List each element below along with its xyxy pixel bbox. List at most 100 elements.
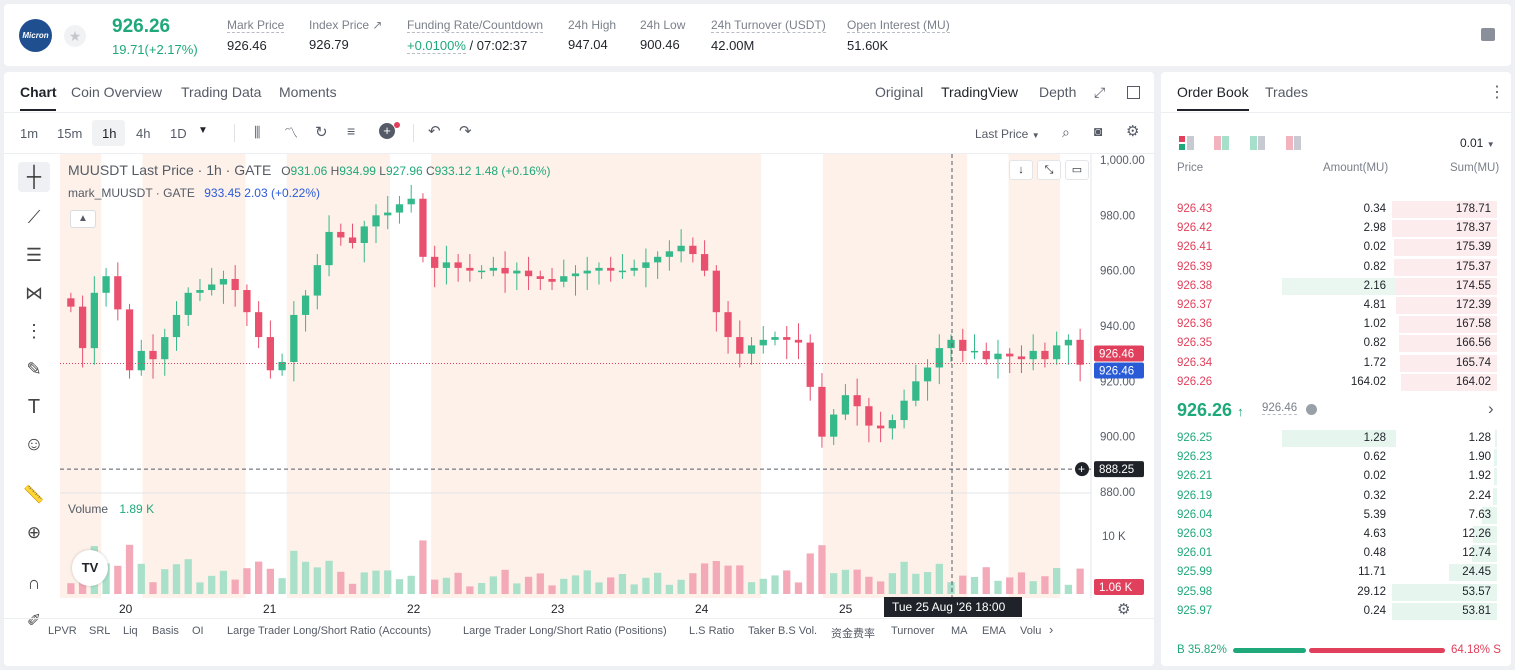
chart-control-fullscreen[interactable]: ▭ <box>1065 160 1089 180</box>
tab-chart[interactable]: Chart <box>20 84 57 100</box>
candle-body <box>348 237 357 243</box>
row-price: 926.23 <box>1177 451 1213 464</box>
text-tool-icon[interactable]: T <box>27 395 41 418</box>
indicator-funding[interactable]: 资金费率 <box>831 628 875 640</box>
indicator-ma[interactable]: MA <box>951 625 968 637</box>
trendline-tool-icon[interactable]: ⟋ <box>27 206 41 227</box>
interval-15m[interactable]: 15m <box>57 126 83 141</box>
redo-icon[interactable]: ↷ <box>459 123 472 140</box>
interval-dropdown-icon[interactable]: ▼ <box>198 125 208 136</box>
settings-gear-icon[interactable]: ⚙ <box>1126 123 1140 140</box>
layout-asks-icon[interactable] <box>1286 136 1301 150</box>
bid-row[interactable]: 926.23 0.62 1.90 <box>1161 448 1501 467</box>
indicator-oi[interactable]: OI <box>192 625 204 637</box>
interval-1h[interactable]: 1h <box>102 126 117 141</box>
row-sum: 1.28 <box>1468 432 1491 444</box>
interval-1h-bg <box>92 120 125 146</box>
ask-row[interactable]: 926.38 2.16 174.55 <box>1161 277 1501 296</box>
indicator-taker-vol[interactable]: Taker B.S Vol. <box>748 625 818 637</box>
indicator-ls-ratio[interactable]: L.S Ratio <box>689 625 735 637</box>
ask-row[interactable]: 926.34 1.72 165.74 <box>1161 354 1501 373</box>
bid-row[interactable]: 926.03 4.63 12.26 <box>1161 525 1501 544</box>
layout-both-icon[interactable] <box>1179 136 1194 150</box>
layout-split-icon[interactable] <box>1214 136 1229 150</box>
view-depth[interactable]: Depth <box>1039 84 1077 100</box>
layout-bids-icon[interactable] <box>1250 136 1265 150</box>
indicator-srl[interactable]: SRL <box>89 625 111 637</box>
tab-order-book[interactable]: Order Book <box>1177 84 1249 100</box>
view-original[interactable]: Original <box>875 84 924 100</box>
favorite-star-icon[interactable]: ★ <box>64 25 86 47</box>
time-settings-icon[interactable]: ⚙ <box>1117 601 1131 618</box>
interval-4h[interactable]: 4h <box>136 126 151 141</box>
ask-row[interactable]: 926.35 0.82 166.56 <box>1161 334 1501 353</box>
templates-icon[interactable]: ≡ <box>347 123 356 139</box>
tab-moments[interactable]: Moments <box>279 84 337 100</box>
magnet-tool-icon[interactable]: ∩ <box>27 572 41 593</box>
volume-bar <box>431 579 439 594</box>
pattern-tool-icon[interactable]: ⋈ <box>25 282 43 303</box>
price-chart[interactable]: 1,000.00 980.00 960.00 940.00 920.00 900.00 88… <box>4 72 1154 666</box>
camera-icon[interactable]: ◙ <box>1094 123 1103 139</box>
bid-row[interactable]: 926.21 0.02 1.92 <box>1161 467 1501 486</box>
price-type-select[interactable]: Last Price ▼ <box>975 127 1040 141</box>
ask-row[interactable]: 926.37 4.81 172.39 <box>1161 296 1501 315</box>
bid-row[interactable]: 925.97 0.24 53.81 <box>1161 602 1501 621</box>
search-icon[interactable]: ⌕ <box>1062 124 1070 140</box>
bid-row[interactable]: 926.01 0.48 12.74 <box>1161 544 1501 563</box>
chart-control-collapse[interactable]: ⤡ <box>1037 160 1061 180</box>
indicator-ls-positions[interactable]: Large Trader Long/Short Ratio (Positions… <box>463 625 667 637</box>
book-icon[interactable] <box>1481 28 1495 41</box>
projection-tool-icon[interactable]: ⋮ <box>25 320 43 341</box>
candle-body <box>912 381 920 401</box>
ask-row[interactable]: 926.26 164.02 164.02 <box>1161 373 1501 392</box>
candle-type-icon[interactable]: ⫼ <box>254 124 261 140</box>
tab-trades[interactable]: Trades <box>1265 84 1309 100</box>
add-indicator-icon[interactable]: + <box>379 123 395 139</box>
indicators-icon[interactable]: 〽 <box>284 125 298 141</box>
stat-index-price[interactable]: Index Price ↗ 926.79 <box>309 18 382 52</box>
replay-icon[interactable]: ↻ <box>315 124 328 141</box>
indicator-turnover[interactable]: Turnover <box>891 625 935 637</box>
crosshair-tool-icon[interactable]: ┼ <box>18 162 50 192</box>
indicator-lpvr[interactable]: LPVR <box>48 625 77 637</box>
bid-row[interactable]: 925.99 11.71 24.45 <box>1161 563 1501 582</box>
bid-row[interactable]: 926.19 0.32 2.24 <box>1161 487 1501 506</box>
collapse-legend-button[interactable]: ▲ <box>70 210 96 228</box>
ruler-tool-icon[interactable]: 📏 <box>23 485 45 504</box>
interval-1d[interactable]: 1D <box>170 126 187 141</box>
indicator-volume[interactable]: Volu <box>1020 625 1042 637</box>
indicator-basis[interactable]: Basis <box>152 625 179 637</box>
fib-tool-icon[interactable]: ☰ <box>25 244 43 265</box>
ask-row[interactable]: 926.36 1.02 167.58 <box>1161 315 1501 334</box>
more-menu-icon[interactable]: ⋮ <box>1489 84 1505 101</box>
tab-coin-overview[interactable]: Coin Overview <box>71 84 163 100</box>
volume-bar <box>161 569 169 594</box>
chart-control-down[interactable]: ↓ <box>1009 160 1033 180</box>
pencil-tool-icon[interactable]: ✐ <box>26 611 42 630</box>
indicator-scroll-right-icon[interactable]: › <box>1049 622 1054 637</box>
emoji-tool-icon[interactable]: ☺ <box>24 434 44 455</box>
expand-icon[interactable]: ⤢ <box>1094 84 1106 100</box>
view-tradingview[interactable]: TradingView <box>941 84 1019 100</box>
zoom-tool-icon[interactable]: ⊕ <box>26 523 42 542</box>
y-tick-label: 900.00 <box>1100 432 1135 444</box>
interval-1m[interactable]: 1m <box>20 126 39 141</box>
indicator-ls-accounts[interactable]: Large Trader Long/Short Ratio (Accounts) <box>227 625 432 637</box>
ask-row[interactable]: 926.43 0.34 178.71 <box>1161 200 1501 219</box>
tab-trading-data[interactable]: Trading Data <box>181 84 262 100</box>
indicator-liq[interactable]: Liq <box>123 625 138 637</box>
brush-tool-icon[interactable]: ✎ <box>26 358 42 379</box>
ask-row[interactable]: 926.42 2.98 178.37 <box>1161 219 1501 238</box>
bid-row[interactable]: 926.25 1.28 1.28 <box>1161 429 1501 448</box>
indicator-ema[interactable]: EMA <box>982 625 1006 637</box>
ask-row[interactable]: 926.39 0.82 175.37 <box>1161 258 1501 277</box>
ask-row[interactable]: 926.41 0.02 175.39 <box>1161 238 1501 257</box>
precision-select[interactable]: 0.01 ▼ <box>1460 136 1495 150</box>
mid-chevron-right-icon[interactable]: › <box>1488 399 1494 418</box>
window-icon[interactable] <box>1127 86 1140 99</box>
bid-row[interactable]: 925.98 29.12 53.57 <box>1161 583 1501 602</box>
bid-row[interactable]: 926.04 5.39 7.63 <box>1161 506 1501 525</box>
row-sum: 12.74 <box>1462 547 1491 560</box>
undo-icon[interactable]: ↶ <box>428 123 441 140</box>
